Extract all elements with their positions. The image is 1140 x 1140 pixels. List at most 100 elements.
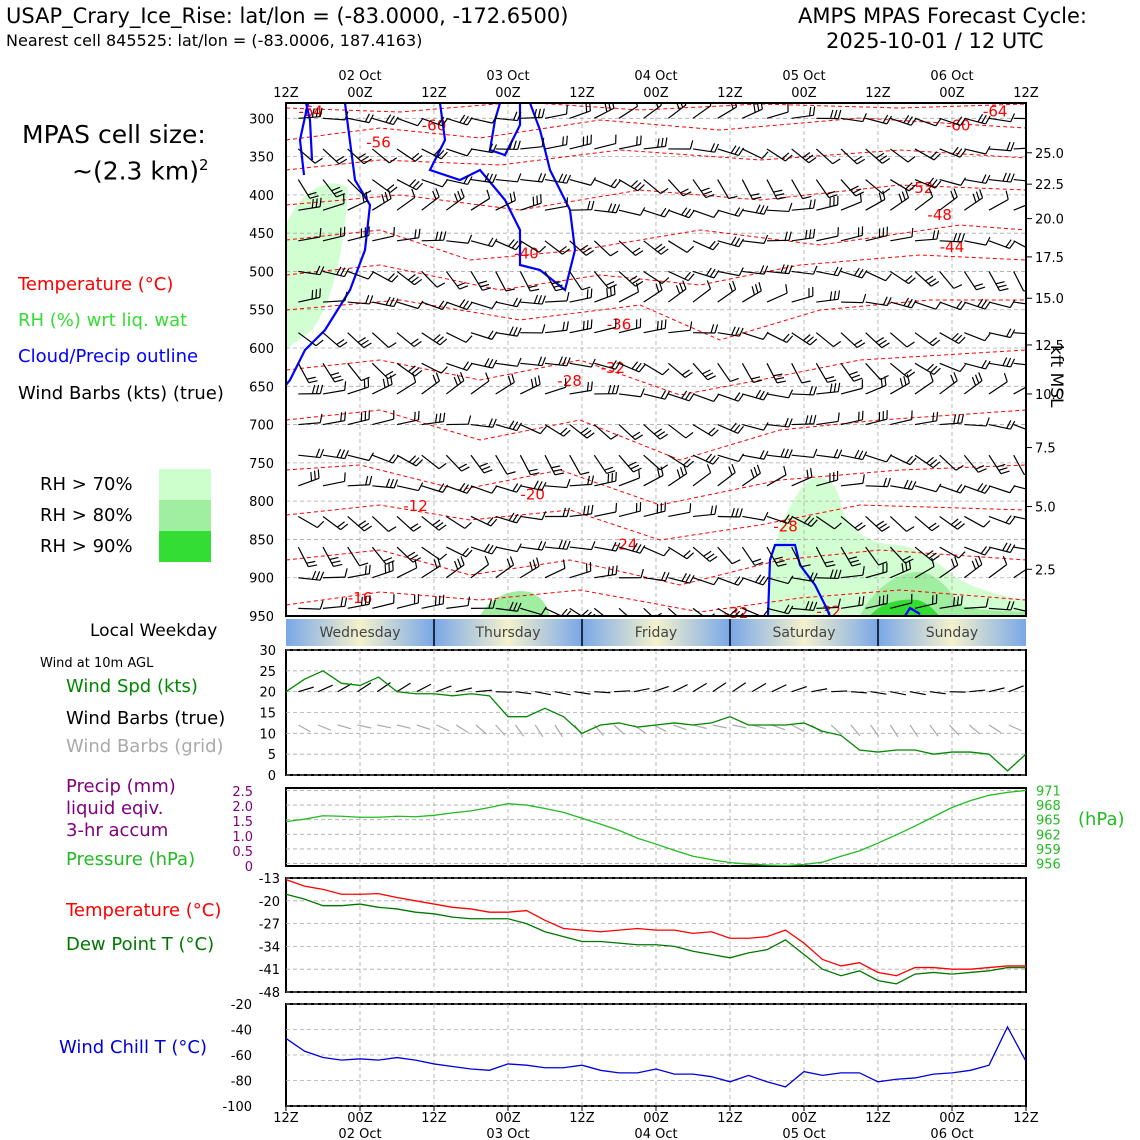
wind-barb-flag [528,285,538,289]
wind-barb-flag [812,448,818,458]
wind-barb-grid [495,724,506,736]
wind-barb-flag [368,452,374,461]
wind-barb-flag [753,379,763,384]
precip-ytick-2: 1.0 [232,830,253,845]
wind-barb-flag [878,561,888,566]
wind-barb-flag [529,561,533,571]
wind-barb-shaft [470,485,492,494]
wind-barb-flag [833,290,837,300]
wind-barb-shaft [791,179,804,199]
wind-barb-flag [713,209,720,218]
wind-barb-flag [315,265,321,275]
wind-barb-flag [443,231,447,241]
kft-label-1: 22.5 [1035,178,1064,193]
wind-barb-flag [703,550,712,557]
wind-barb-shaft [741,546,756,566]
wind-barb-shaft [988,271,1001,291]
wind-barb-shaft [766,209,789,213]
wind-barb-shaft [396,148,416,162]
wind-barb-flag [387,373,397,380]
wind-barb-flag [438,413,442,423]
wind-barb-flag [759,205,765,214]
wind-barb-flag [533,480,539,489]
wind-barb-flag [906,526,915,532]
wind-barb-flag [908,559,912,570]
wind-barb-shaft [1013,485,1026,490]
wind-barb-flag [340,449,346,459]
wind-barb-shaft [1013,362,1026,366]
wind-barb-flag [566,197,569,207]
wind-barb-flag [931,179,938,187]
wind-barb-flag [566,507,570,517]
wind-barb-shaft [618,424,636,441]
wind-barb-flag [833,383,837,393]
wind-barb-flag [852,563,862,567]
rh70-swatch [159,469,211,500]
wind-barb-shaft [396,301,419,310]
wind-barb-flag [615,204,621,213]
wind-barb-flag [801,564,811,568]
wind-barb-flag [306,560,316,564]
wind-barb-shaft [668,546,688,560]
wind-barb-flag [484,358,490,367]
wind-barb-flag [805,601,810,610]
wind-barb-flag [971,560,977,570]
wind-barb-flag [664,137,668,147]
wind-barb-flag [809,415,813,425]
wind-barb-flag [369,475,373,485]
wind-barb-flag [385,114,392,123]
legend-rh70: RH > 70% [40,474,133,495]
wind-speed-line [285,670,1027,772]
wind-barb-flag [364,595,367,606]
wind-barb-flag [604,466,614,471]
wind-barb-flag [833,109,838,119]
wind-barb-shaft [495,178,518,183]
wind-barb-shaft [963,271,977,291]
wind-barb-grid [337,724,352,730]
cloud-outline-top [428,103,577,292]
wind-barb-flag [488,358,494,368]
wind-ytick-0: 0 [268,769,276,784]
wind-barb-flag [591,475,595,485]
wind-barb-flag [728,195,738,200]
wind-barb-flag [829,109,834,119]
chill-ytick--20: -20 [231,998,252,1013]
wind-barb-shaft [717,288,737,303]
wind-barb-flag [562,248,570,255]
wind-barb-flag [364,565,367,575]
wind-barb-flag [558,245,567,253]
wind-barb-shaft [569,209,592,211]
wind-barb-flag [516,357,522,367]
wind-barb-flag [883,477,887,487]
wind-barb-shaft [742,577,764,586]
wind-barb-flag [462,547,469,556]
wind-barb-shaft [692,513,715,518]
wind-barb-flag [637,184,645,192]
wind-barb-flag [659,433,669,440]
temperature-label-6: -28 [557,372,582,390]
wind-barb-flag [541,356,547,366]
wind-barb-flag [416,182,424,191]
wind-barb-flag [935,483,942,493]
wind-barb-flag [482,287,492,291]
wind-barb-flag [336,448,342,458]
wind-barb-flag [1010,358,1016,368]
wind-barb-shaft [396,196,416,211]
wind-barb-flag [313,470,316,480]
wind-barb-flag [512,602,518,611]
wind-barb-flag [878,192,882,202]
wind-barb-shaft [840,332,858,348]
wind-barb-shaft [914,420,937,426]
wind-barb-flag [555,288,565,292]
wind-barb-flag [1028,325,1031,333]
wind-barb-shaft [446,117,468,126]
wind-barb-flag [858,596,861,606]
wind-barb-flag [930,365,938,373]
wind-barb-flag [319,266,325,275]
wind-barb-flag [882,296,888,306]
wind-barb-flag [730,145,737,154]
wind-barb-flag [387,189,392,199]
wind-barb-flag [812,106,816,116]
wind-barb-flag [409,179,417,187]
wind-barb-shaft [446,485,468,494]
